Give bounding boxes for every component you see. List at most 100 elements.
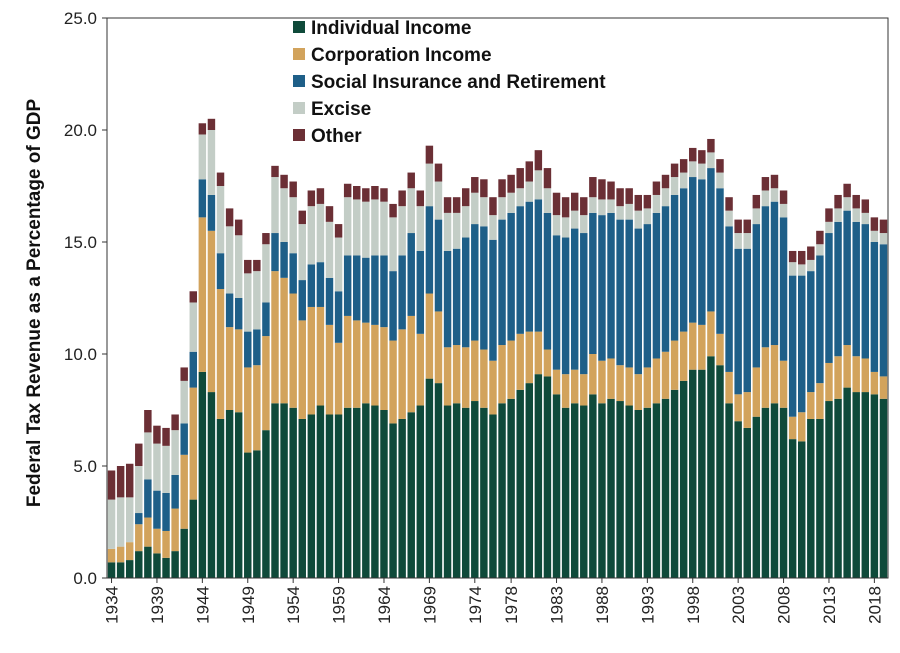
bar-1983-series-3 [552,215,561,236]
bar-1979-series-0 [516,389,524,578]
x-tick-label: 1949 [239,586,258,624]
bar-2018-series-0 [870,394,879,578]
bar-1951-series-3 [262,244,270,303]
bar-1989-series-2 [607,212,615,359]
bar-1987-series-2 [589,212,597,354]
bar-1937-series-4 [135,443,143,466]
bar-2006-series-2 [761,206,770,348]
bar-1994-series-1 [652,358,661,404]
bar-1986-series-1 [580,374,588,406]
bar-2010-series-2 [798,275,806,413]
x-tick-label: 2013 [820,586,839,624]
bar-1999-series-1 [698,324,706,370]
bar-1980-series-0 [525,383,534,578]
bar-1964-series-0 [380,410,388,578]
y-tick-label: 25.0 [64,9,97,28]
bar-1990-series-2 [616,219,624,366]
bar-1956-series-3 [307,206,316,265]
bar-2003-series-3 [734,233,742,249]
bar-1993-series-1 [643,367,652,408]
bar-1973-series-1 [461,347,470,408]
bar-1950-series-1 [253,365,261,451]
bar-1936-series-1 [125,542,134,561]
bar-2017-series-3 [861,212,870,225]
bar-2009-series-4 [788,250,797,263]
bar-2004-series-0 [743,427,751,578]
bar-1955-series-3 [298,224,306,281]
x-tick-label: 1959 [330,586,349,624]
bar-2014-series-4 [834,194,842,209]
bar-1938-series-3 [144,432,152,480]
bar-1969-series-3 [425,163,434,207]
bar-1975-series-2 [480,226,488,350]
bar-1941-series-1 [171,508,179,552]
bar-1961-series-1 [353,320,361,408]
bar-1950-series-4 [253,259,261,272]
bar-1954-series-4 [289,181,297,198]
bar-2015-series-4 [843,183,851,198]
bar-1988-series-1 [598,360,606,404]
bar-2010-series-4 [798,250,806,265]
bar-1982-series-4 [543,168,552,189]
legend-label: Other [311,126,362,147]
bar-1951-series-4 [262,233,270,245]
legend-label: Corporation Income [311,45,492,66]
bar-1947-series-2 [225,293,234,328]
bar-2002-series-2 [725,226,733,372]
bar-1943-series-2 [189,351,197,388]
bar-1942-series-2 [180,423,188,455]
bar-1965-series-1 [389,340,397,424]
bar-1988-series-4 [598,179,606,200]
bar-2019-series-1 [879,376,888,399]
bar-2013-series-1 [825,362,833,402]
bar-1949-series-2 [244,331,252,368]
bar-1980-series-1 [525,331,534,384]
bar-1941-series-4 [171,414,179,431]
bar-2015-series-1 [843,345,851,388]
bar-1952-series-3 [271,177,279,234]
bar-2017-series-0 [861,392,870,578]
bar-1999-series-2 [698,179,706,325]
bar-2013-series-0 [825,401,833,578]
bar-2013-series-4 [825,208,833,222]
bar-1960-series-0 [343,407,352,578]
bar-1937-series-3 [135,466,143,514]
bar-1987-series-4 [589,177,597,198]
bar-2010-series-1 [798,412,806,442]
bar-1943-series-1 [189,387,197,500]
bar-1999-series-3 [698,163,706,180]
bar-1938-series-0 [144,546,152,578]
bar-1975-series-4 [480,179,488,198]
bar-1996-series-2 [670,194,679,341]
bar-1993-series-4 [643,194,652,209]
bar-1994-series-4 [652,181,661,195]
bars-group [107,118,888,578]
bar-2000-series-4 [707,138,715,153]
bar-1966-series-4 [398,190,406,207]
bar-1967-series-4 [407,172,415,189]
bar-1957-series-0 [316,405,325,578]
bar-2006-series-1 [761,347,770,408]
bar-1959-series-2 [334,291,343,343]
bar-1988-series-2 [598,215,606,361]
bar-1971-series-2 [443,250,452,348]
bar-1977-series-0 [498,403,506,578]
bar-1962-series-3 [362,201,370,258]
bar-1966-series-2 [398,255,406,330]
legend: Individual Income Corporation Income Socia… [293,18,606,147]
bar-1998-series-1 [689,322,697,370]
bar-1936-series-0 [125,560,134,578]
bar-1977-series-4 [498,179,506,198]
bar-1940-series-0 [162,557,170,578]
bar-1992-series-1 [634,374,642,410]
bar-2007-series-0 [770,403,779,578]
bar-1945-series-3 [207,130,216,195]
bar-1973-series-0 [461,407,470,578]
bar-2005-series-3 [752,208,761,225]
bar-1995-series-0 [661,398,670,578]
bar-1978-series-4 [507,174,515,193]
bar-2005-series-1 [752,367,761,417]
bar-1938-series-1 [144,517,152,547]
bar-2016-series-0 [852,392,860,578]
bar-1963-series-4 [371,186,379,200]
